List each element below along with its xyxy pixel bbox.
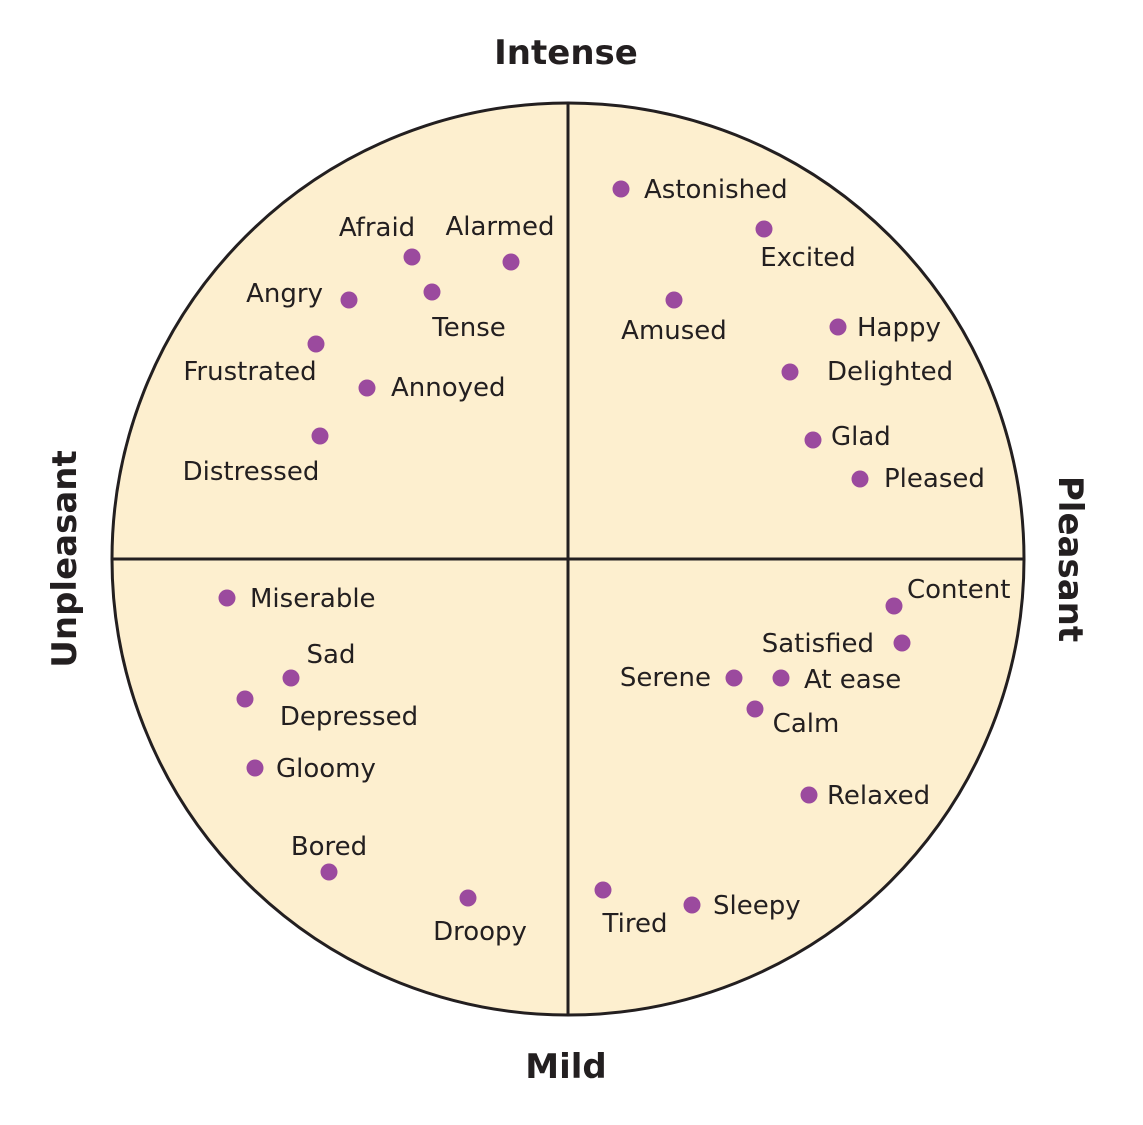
emotion-label-annoyed: Annoyed xyxy=(391,373,506,403)
emotion-point-at-ease: At ease xyxy=(772,665,901,695)
emotion-point-depressed: Depressed xyxy=(236,690,418,732)
emotion-dot-sleepy xyxy=(683,896,701,914)
emotion-label-calm: Calm xyxy=(773,709,840,739)
emotion-point-sleepy: Sleepy xyxy=(683,891,801,921)
axis-label-bottom: Mild xyxy=(525,1047,606,1087)
emotion-dot-bored xyxy=(320,863,338,881)
emotion-dot-sad xyxy=(282,669,300,687)
emotion-label-pleased: Pleased xyxy=(884,464,985,494)
emotion-point-miserable: Miserable xyxy=(218,584,376,614)
emotion-point-tense: Tense xyxy=(423,283,506,343)
emotion-label-relaxed: Relaxed xyxy=(827,781,930,811)
emotion-label-droopy: Droopy xyxy=(433,917,527,947)
emotion-point-bored: Bored xyxy=(291,832,367,881)
emotion-point-annoyed: Annoyed xyxy=(358,373,506,403)
emotion-label-frustrated: Frustrated xyxy=(183,357,316,387)
emotion-dot-depressed xyxy=(236,690,254,708)
emotion-dot-alarmed xyxy=(502,253,520,271)
emotion-point-alarmed: Alarmed xyxy=(445,212,555,271)
emotion-dot-happy xyxy=(829,318,847,336)
emotion-dot-frustrated xyxy=(307,335,325,353)
emotion-points: Afraid Alarmed Angry Tense Frustrated Annoyed… xyxy=(183,175,1011,947)
emotion-label-at-ease: At ease xyxy=(804,665,901,695)
emotion-dot-annoyed xyxy=(358,379,376,397)
axis-label-right: Pleasant xyxy=(1050,476,1090,642)
emotion-label-tense: Tense xyxy=(431,313,505,343)
emotion-dot-at-ease xyxy=(772,669,790,687)
emotion-point-happy: Happy xyxy=(829,313,941,343)
emotion-point-tired: Tired xyxy=(594,881,668,939)
emotion-dot-serene xyxy=(725,669,743,687)
emotion-point-distressed: Distressed xyxy=(183,427,329,487)
emotion-label-astonished: Astonished xyxy=(644,175,788,205)
emotion-dot-droopy xyxy=(459,889,477,907)
emotion-dot-delighted xyxy=(781,363,799,381)
emotion-label-delighted: Delighted xyxy=(827,357,953,387)
emotion-point-relaxed: Relaxed xyxy=(800,781,930,811)
emotion-label-glad: Glad xyxy=(831,422,891,452)
emotion-dot-gloomy xyxy=(246,759,264,777)
emotion-point-astonished: Astonished xyxy=(612,175,788,205)
emotion-label-tired: Tired xyxy=(602,909,668,939)
emotion-point-pleased: Pleased xyxy=(851,464,985,494)
emotion-dot-excited xyxy=(755,220,773,238)
emotion-point-droopy: Droopy xyxy=(433,889,527,947)
emotion-dot-distressed xyxy=(311,427,329,445)
emotion-point-glad: Glad xyxy=(804,422,891,452)
axis-label-top: Intense xyxy=(494,33,638,73)
emotion-point-gloomy: Gloomy xyxy=(246,754,376,784)
emotion-label-sleepy: Sleepy xyxy=(713,891,801,921)
emotion-label-alarmed: Alarmed xyxy=(445,212,554,242)
emotion-dot-pleased xyxy=(851,470,869,488)
emotion-point-satisfied: Satisfied xyxy=(762,629,911,659)
emotion-point-excited: Excited xyxy=(755,220,856,273)
emotion-label-miserable: Miserable xyxy=(250,584,376,614)
emotion-dot-glad xyxy=(804,431,822,449)
emotion-label-amused: Amused xyxy=(621,316,727,346)
emotion-dot-astonished xyxy=(612,180,630,198)
emotion-dot-satisfied xyxy=(893,634,911,652)
emotion-point-amused: Amused xyxy=(621,291,727,346)
emotion-label-satisfied: Satisfied xyxy=(762,629,874,659)
emotion-point-angry: Angry xyxy=(246,279,358,309)
emotion-label-serene: Serene xyxy=(620,663,711,693)
axis-label-left: Unpleasant xyxy=(45,450,85,667)
emotion-point-calm: Calm xyxy=(746,700,840,739)
emotion-label-bored: Bored xyxy=(291,832,367,862)
emotion-label-happy: Happy xyxy=(857,313,941,343)
emotion-dot-amused xyxy=(665,291,683,309)
emotion-label-depressed: Depressed xyxy=(280,702,418,732)
emotion-dot-tense xyxy=(423,283,441,301)
emotion-dot-miserable xyxy=(218,589,236,607)
emotion-label-sad: Sad xyxy=(307,640,356,670)
emotion-dot-content xyxy=(885,597,903,615)
emotion-dot-relaxed xyxy=(800,786,818,804)
emotion-dot-calm xyxy=(746,700,764,718)
emotion-dot-tired xyxy=(594,881,612,899)
emotion-point-serene: Serene xyxy=(620,663,743,693)
emotion-point-afraid: Afraid xyxy=(339,213,421,266)
emotion-label-excited: Excited xyxy=(760,243,856,273)
emotion-label-gloomy: Gloomy xyxy=(276,754,376,784)
emotion-label-afraid: Afraid xyxy=(339,213,415,243)
emotion-label-angry: Angry xyxy=(246,279,323,309)
emotion-label-content: Content xyxy=(907,575,1010,605)
emotion-point-delighted: Delighted xyxy=(781,357,953,387)
emotion-point-frustrated: Frustrated xyxy=(183,335,325,387)
emotion-point-content: Content xyxy=(885,575,1010,615)
emotion-label-distressed: Distressed xyxy=(183,457,320,487)
emotion-point-sad: Sad xyxy=(282,640,356,687)
emotion-dot-afraid xyxy=(403,248,421,266)
emotion-dot-angry xyxy=(340,291,358,309)
